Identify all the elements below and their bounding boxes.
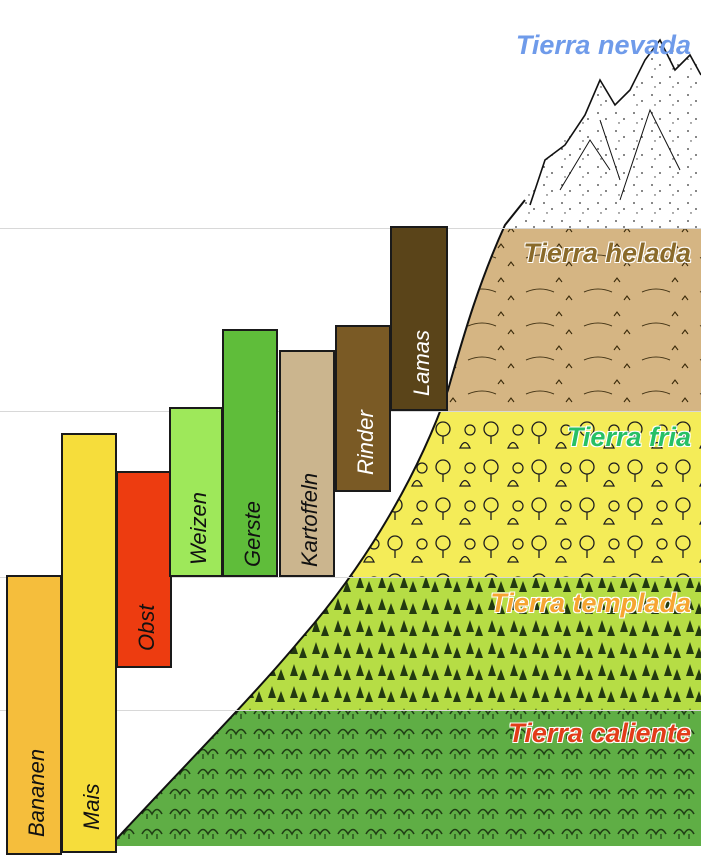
mountain-slope-outline — [109, 199, 526, 846]
bar-label-rinder: Rinder — [353, 410, 378, 475]
zone-label-fria: Tierra fria — [566, 422, 691, 452]
bar-bananen: Bananen — [6, 575, 62, 855]
bar-obst: Obst — [116, 471, 172, 668]
bar-label-mais: Mais — [79, 783, 104, 830]
bar-label-gerste: Gerste — [240, 500, 265, 567]
mountain-ridge-lines — [559, 108, 681, 201]
bar-kartoffeln: Kartoffeln — [279, 350, 335, 577]
bar-gerste: Gerste — [222, 329, 278, 577]
bar-lamas: Lamas — [390, 226, 448, 411]
zone-label-helada: Tierra helada — [523, 238, 691, 268]
zone-boundary-line — [0, 577, 701, 578]
bar-label-weizen: Weizen — [186, 492, 211, 565]
bar-label-kartoffeln: Kartoffeln — [297, 472, 322, 567]
bar-label-bananen: Bananen — [24, 748, 49, 837]
zone-label-nevada: Tierra nevada — [515, 30, 691, 60]
mountain-peaks-outline — [529, 38, 701, 206]
bar-label-lamas: Lamas — [409, 329, 434, 396]
zone-label-caliente: Tierra caliente — [508, 718, 691, 748]
bar-rinder: Rinder — [335, 325, 391, 492]
bar-mais: Mais — [61, 433, 117, 853]
zone-boundary-line — [0, 710, 701, 711]
bar-label-obst: Obst — [134, 604, 159, 651]
zone-label-templada: Tierra templada — [490, 588, 691, 618]
zone-boundary-line — [0, 228, 701, 229]
bar-weizen: Weizen — [169, 407, 223, 577]
